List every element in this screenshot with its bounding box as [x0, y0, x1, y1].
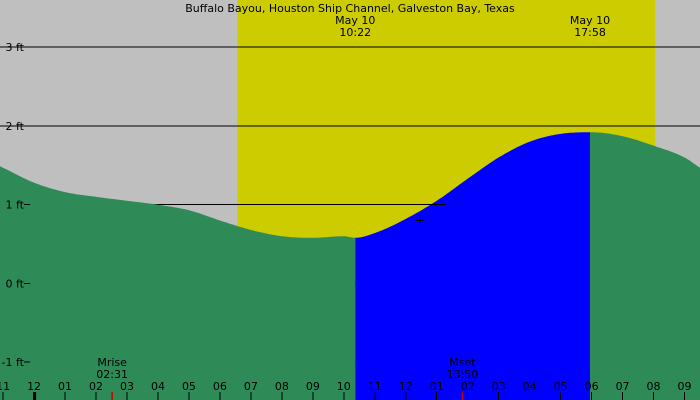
- moon-mset-time: 13:50: [447, 368, 479, 381]
- moon-mrise-label: Mrise: [97, 356, 127, 369]
- tide-area-layer: [0, 132, 700, 400]
- x-tick-label: 07: [244, 380, 258, 393]
- moon-mset-label: Mset: [449, 356, 476, 369]
- x-tick-label: 11: [368, 380, 382, 393]
- tide-area-after-high: [590, 132, 700, 400]
- x-tick-label: 06: [213, 380, 227, 393]
- x-tick-label: 03: [120, 380, 134, 393]
- x-tick-label: 05: [554, 380, 568, 393]
- x-tick-label: 04: [151, 380, 165, 393]
- x-tick-label: 08: [275, 380, 289, 393]
- y-tick-label: 2 ft: [6, 120, 25, 133]
- x-tick-label: 02: [461, 380, 475, 393]
- x-tick-label: 08: [647, 380, 661, 393]
- event-low-date: May 10: [335, 14, 375, 27]
- x-tick-label: 01: [430, 380, 444, 393]
- x-tick-label: 12: [27, 380, 41, 393]
- x-tick-label: 09: [306, 380, 320, 393]
- x-tick-label: 11: [0, 380, 10, 393]
- y-tick-label: 0 ft: [6, 277, 25, 290]
- tide-area-before-low: [0, 166, 356, 400]
- overlay-layer: [2, 46, 686, 400]
- tide-area-rising: [355, 132, 590, 400]
- midnight-tick: [33, 392, 37, 400]
- x-tick-label: 12: [399, 380, 413, 393]
- x-tick-label: 07: [616, 380, 630, 393]
- x-tick-label: 05: [182, 380, 196, 393]
- x-tick-label: 09: [678, 380, 692, 393]
- x-tick-label: 02: [89, 380, 103, 393]
- x-tick-label: 03: [492, 380, 506, 393]
- event-high-time: 17:58: [574, 26, 606, 39]
- y-tick-label: -1 ft: [2, 356, 25, 369]
- chart-title: Buffalo Bayou, Houston Ship Channel, Gal…: [185, 2, 515, 15]
- x-tick-label: 06: [585, 380, 599, 393]
- x-tick-label: 01: [58, 380, 72, 393]
- x-tick-label: 10: [337, 380, 351, 393]
- x-tick-label: 04: [523, 380, 537, 393]
- y-tick-label: 3 ft: [6, 41, 25, 54]
- text-layer: Buffalo Bayou, Houston Ship Channel, Gal…: [0, 2, 692, 393]
- moon-mrise-time: 02:31: [96, 368, 128, 381]
- event-high-date: May 10: [570, 14, 610, 27]
- event-low-time: 10:22: [339, 26, 371, 39]
- y-tick-label: 1 ft: [6, 199, 25, 212]
